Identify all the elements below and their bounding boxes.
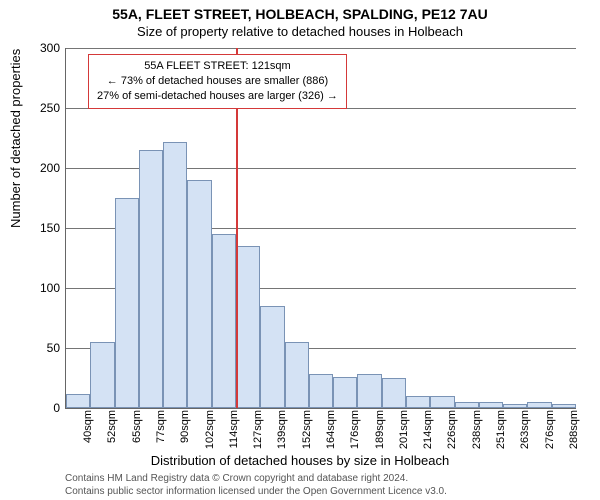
x-tick-label: 189sqm — [374, 410, 386, 460]
y-axis-label: Number of detached properties — [8, 49, 23, 228]
plot-area: 55A FLEET STREET: 121sqm ← 73% of detache… — [65, 48, 576, 409]
x-tick-label: 288sqm — [568, 410, 580, 460]
x-tick-label: 114sqm — [228, 410, 240, 460]
chart-title-main: 55A, FLEET STREET, HOLBEACH, SPALDING, P… — [0, 6, 600, 22]
histogram-bar — [285, 342, 309, 408]
x-tick-label: 65sqm — [131, 410, 143, 460]
annotation-box: 55A FLEET STREET: 121sqm ← 73% of detache… — [88, 54, 347, 109]
histogram-bar — [552, 404, 576, 408]
annotation-line: 55A FLEET STREET: 121sqm — [144, 60, 291, 72]
histogram-bar — [90, 342, 114, 408]
x-tick-label: 139sqm — [276, 410, 288, 460]
annotation-line: ← 73% of detached houses are smaller (88… — [107, 75, 328, 87]
histogram-bar — [115, 198, 139, 408]
y-tick-label: 250 — [25, 101, 60, 115]
histogram-bar — [527, 402, 551, 408]
x-tick-label: 152sqm — [301, 410, 313, 460]
x-tick-label: 176sqm — [349, 410, 361, 460]
histogram-bar — [309, 374, 333, 408]
histogram-bar — [357, 374, 381, 408]
gridline — [66, 48, 576, 49]
x-tick-label: 164sqm — [325, 410, 337, 460]
histogram-bar — [503, 404, 527, 408]
annotation-line: 27% of semi-detached houses are larger (… — [97, 90, 338, 102]
x-tick-label: 127sqm — [252, 410, 264, 460]
footer-line-1: Contains HM Land Registry data © Crown c… — [65, 473, 408, 484]
histogram-bar — [187, 180, 211, 408]
x-tick-label: 77sqm — [155, 410, 167, 460]
histogram-bar — [260, 306, 284, 408]
y-tick-label: 100 — [25, 281, 60, 295]
chart-title-sub: Size of property relative to detached ho… — [0, 24, 600, 39]
x-tick-label: 201sqm — [398, 410, 410, 460]
histogram-bar — [163, 142, 187, 408]
histogram-chart: 55A, FLEET STREET, HOLBEACH, SPALDING, P… — [0, 0, 600, 500]
y-tick-label: 300 — [25, 41, 60, 55]
x-tick-label: 102sqm — [204, 410, 216, 460]
histogram-bar — [212, 234, 236, 408]
histogram-bar — [382, 378, 406, 408]
histogram-bar — [236, 246, 260, 408]
histogram-bar — [455, 402, 479, 408]
histogram-bar — [139, 150, 163, 408]
histogram-bar — [479, 402, 503, 408]
histogram-bar — [406, 396, 430, 408]
y-tick-label: 150 — [25, 221, 60, 235]
x-tick-label: 251sqm — [495, 410, 507, 460]
x-tick-label: 263sqm — [519, 410, 531, 460]
x-tick-label: 40sqm — [82, 410, 94, 460]
x-tick-label: 276sqm — [544, 410, 556, 460]
y-tick-label: 0 — [25, 401, 60, 415]
x-tick-label: 238sqm — [471, 410, 483, 460]
x-tick-label: 52sqm — [106, 410, 118, 460]
chart-footer: Contains HM Land Registry data © Crown c… — [65, 473, 447, 498]
x-tick-label: 90sqm — [179, 410, 191, 460]
y-tick-label: 50 — [25, 341, 60, 355]
y-tick-label: 200 — [25, 161, 60, 175]
x-tick-label: 226sqm — [446, 410, 458, 460]
footer-line-2: Contains public sector information licen… — [65, 486, 447, 497]
histogram-bar — [66, 394, 90, 408]
gridline — [66, 408, 576, 409]
histogram-bar — [430, 396, 454, 408]
x-tick-label: 214sqm — [422, 410, 434, 460]
histogram-bar — [333, 377, 357, 408]
